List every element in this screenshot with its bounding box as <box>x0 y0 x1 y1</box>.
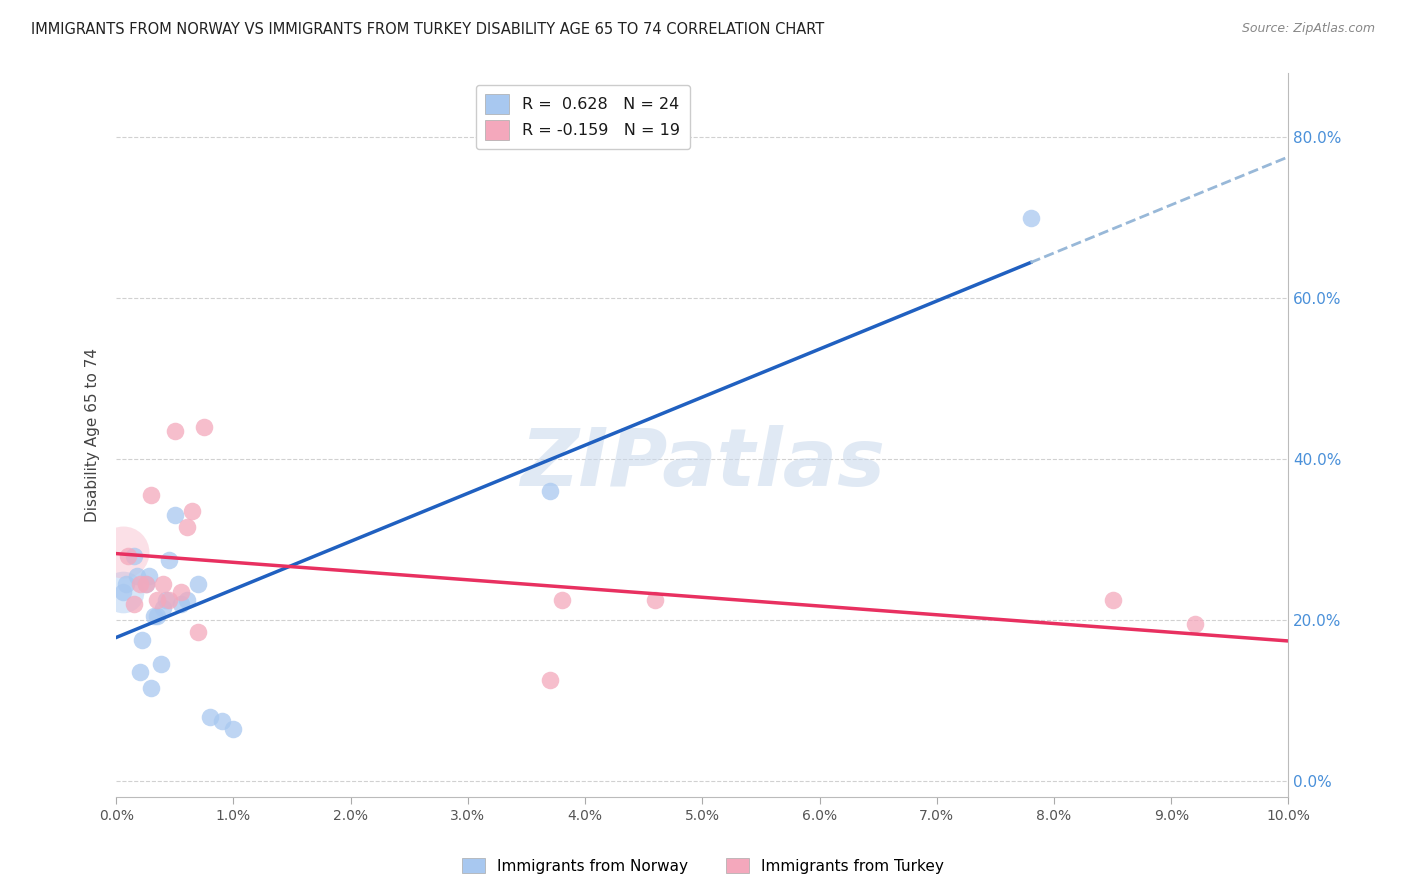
Point <box>135 576 157 591</box>
Point <box>112 585 135 599</box>
Text: ZIPatlas: ZIPatlas <box>520 425 884 503</box>
Point <box>176 520 198 534</box>
Point <box>152 601 174 615</box>
Text: Source: ZipAtlas.com: Source: ZipAtlas.com <box>1241 22 1375 36</box>
Point <box>141 681 163 696</box>
Point <box>222 722 245 736</box>
Point <box>128 665 150 680</box>
Point <box>127 568 149 582</box>
Point <box>138 568 160 582</box>
Point <box>170 585 193 599</box>
Point <box>152 576 174 591</box>
Point <box>163 508 186 523</box>
Point <box>198 709 221 723</box>
Y-axis label: Disability Age 65 to 74: Disability Age 65 to 74 <box>86 348 100 522</box>
Point <box>131 633 153 648</box>
Point <box>112 544 135 558</box>
Point <box>157 552 180 566</box>
Point <box>1184 617 1206 632</box>
Point <box>122 549 145 563</box>
Point <box>135 576 157 591</box>
Point <box>112 585 135 599</box>
Point <box>155 593 177 607</box>
Point <box>550 593 572 607</box>
Point <box>170 597 193 611</box>
Point <box>538 484 561 499</box>
Point <box>122 597 145 611</box>
Point <box>1019 211 1042 225</box>
Point <box>114 576 136 591</box>
Point <box>187 625 209 640</box>
Point <box>163 424 186 438</box>
Text: IMMIGRANTS FROM NORWAY VS IMMIGRANTS FROM TURKEY DISABILITY AGE 65 TO 74 CORRELA: IMMIGRANTS FROM NORWAY VS IMMIGRANTS FRO… <box>31 22 824 37</box>
Point <box>181 504 204 518</box>
Point <box>117 549 139 563</box>
Point <box>1101 593 1123 607</box>
Point <box>146 593 169 607</box>
Point <box>187 576 209 591</box>
Point <box>141 488 163 502</box>
Point <box>193 420 215 434</box>
Point <box>149 657 172 672</box>
Point <box>128 576 150 591</box>
Point <box>146 609 169 624</box>
Legend: R =  0.628   N = 24, R = -0.159   N = 19: R = 0.628 N = 24, R = -0.159 N = 19 <box>475 85 690 149</box>
Point <box>644 593 666 607</box>
Point <box>211 714 233 728</box>
Point <box>538 673 561 688</box>
Point <box>142 609 165 624</box>
Point <box>157 593 180 607</box>
Point <box>176 593 198 607</box>
Legend: Immigrants from Norway, Immigrants from Turkey: Immigrants from Norway, Immigrants from … <box>456 852 950 880</box>
